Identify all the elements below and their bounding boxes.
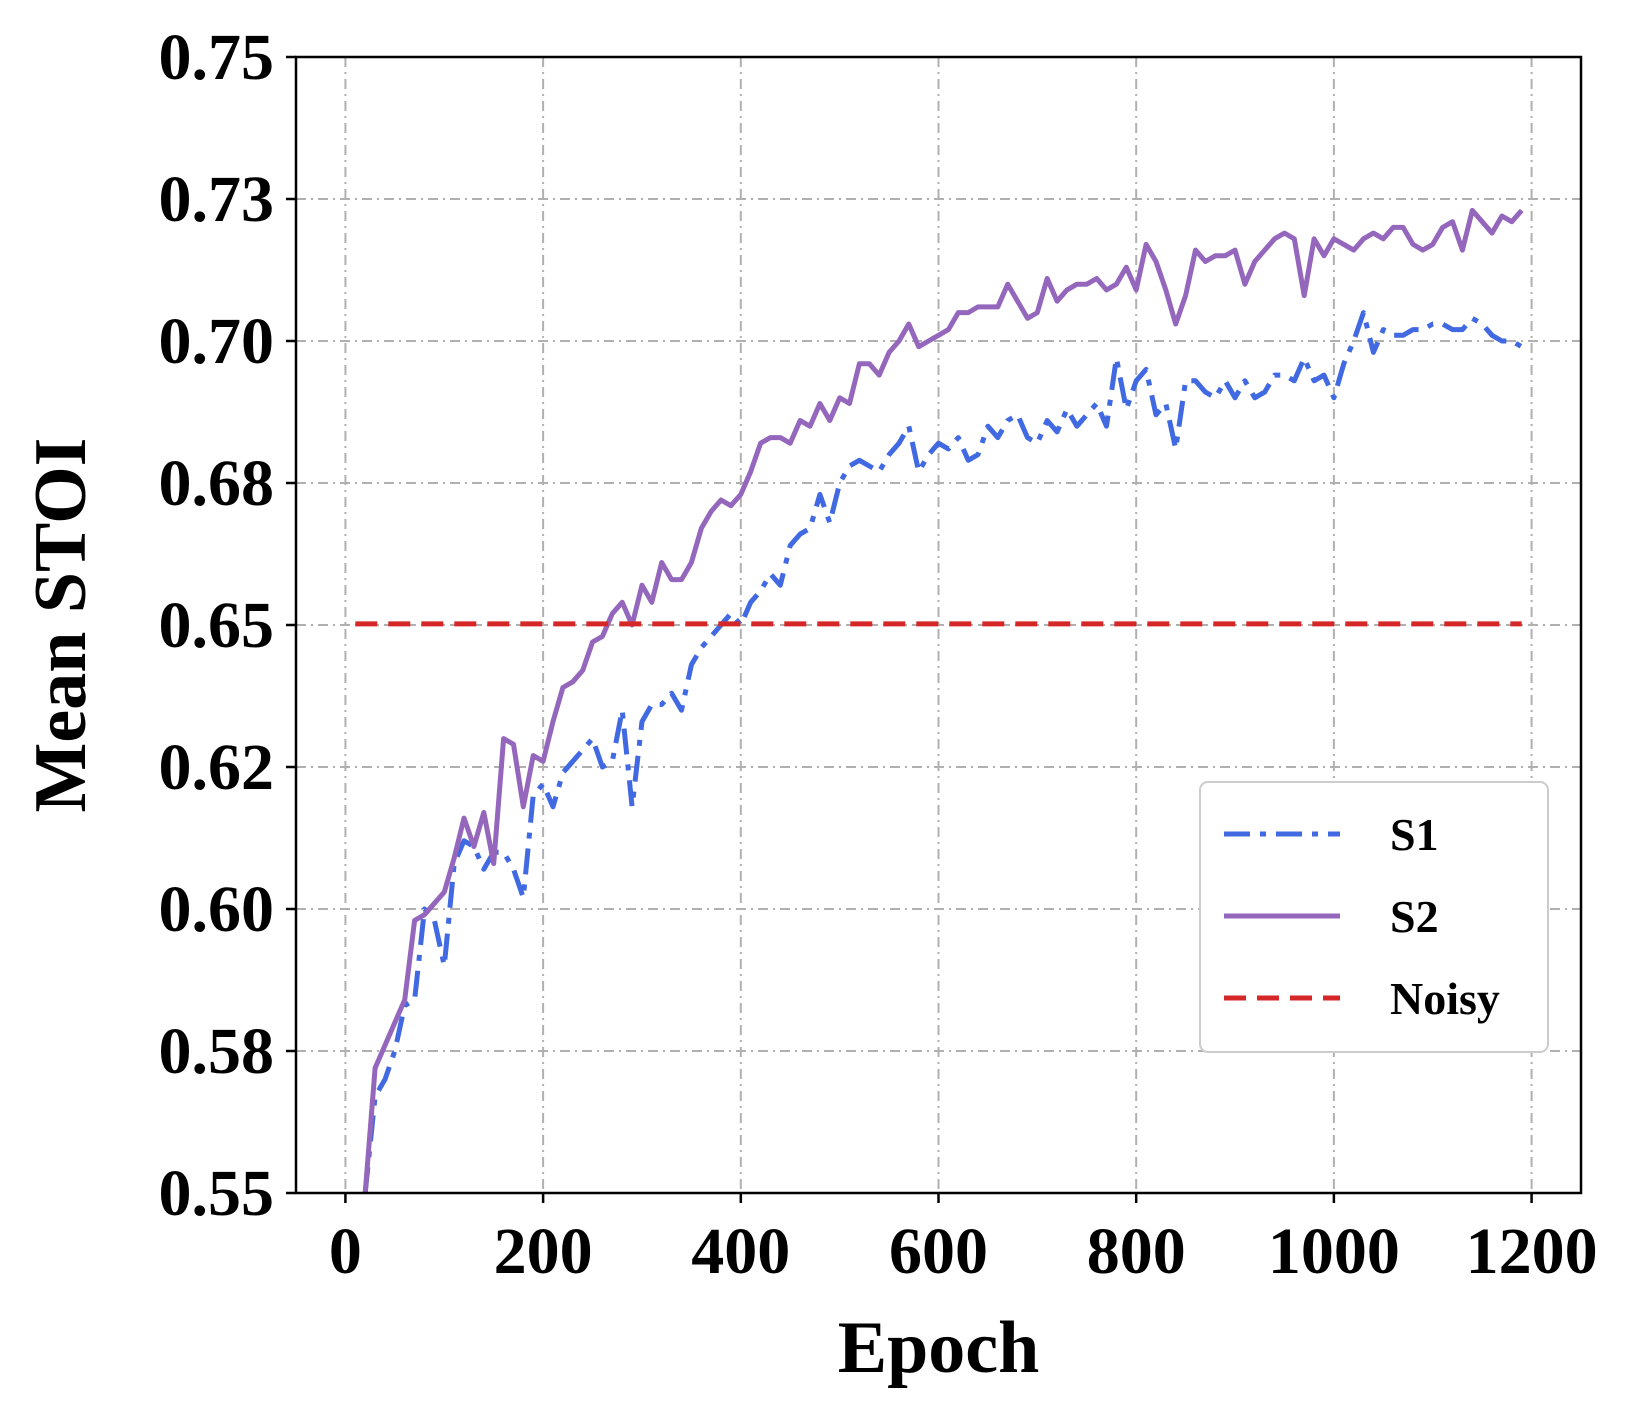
y-tick-label: 0.70 — [159, 305, 275, 378]
series-line-s2 — [362, 207, 1524, 1194]
legend-item-noisy: Noisy — [1224, 973, 1500, 1024]
x-tick-label: 400 — [691, 1215, 790, 1288]
legend-label: S2 — [1390, 891, 1439, 942]
legend: S1 S2 Noisy — [1199, 781, 1549, 1053]
y-axis-title: Mean STOI — [20, 438, 102, 813]
y-tick-label: 0.65 — [159, 589, 275, 662]
y-tick-label: 0.58 — [159, 1015, 275, 1088]
x-tick-label: 800 — [1087, 1215, 1186, 1288]
x-tick-label: 0 — [329, 1215, 362, 1288]
legend-item-s2: S2 — [1224, 891, 1439, 942]
y-tick-label: 0.62 — [159, 731, 275, 804]
series-line-s1 — [362, 310, 1523, 1194]
y-tick-label: 0.73 — [159, 163, 275, 236]
x-tick-label: 1200 — [1466, 1215, 1598, 1288]
x-tick-labels: 0 200 400 600 800 1000 1200 — [329, 1215, 1598, 1288]
tick-marks — [286, 55, 1533, 1203]
x-axis-title: Epoch — [838, 1307, 1040, 1389]
y-tick-label: 0.55 — [159, 1157, 275, 1230]
y-tick-label: 0.75 — [159, 21, 275, 94]
legend-label: S1 — [1390, 809, 1439, 860]
series-group — [355, 207, 1524, 1194]
x-tick-label: 600 — [889, 1215, 988, 1288]
legend-item-s1: S1 — [1224, 809, 1439, 860]
legend-box — [1199, 781, 1549, 1053]
y-tick-label: 0.68 — [159, 447, 275, 520]
x-tick-label: 1000 — [1268, 1215, 1400, 1288]
y-tick-labels: 0.55 0.58 0.60 0.62 0.65 0.68 0.70 0.73 0.75 — [159, 21, 275, 1230]
y-tick-label: 0.60 — [159, 873, 275, 946]
x-tick-label: 200 — [494, 1215, 593, 1288]
legend-label: Noisy — [1390, 973, 1500, 1024]
